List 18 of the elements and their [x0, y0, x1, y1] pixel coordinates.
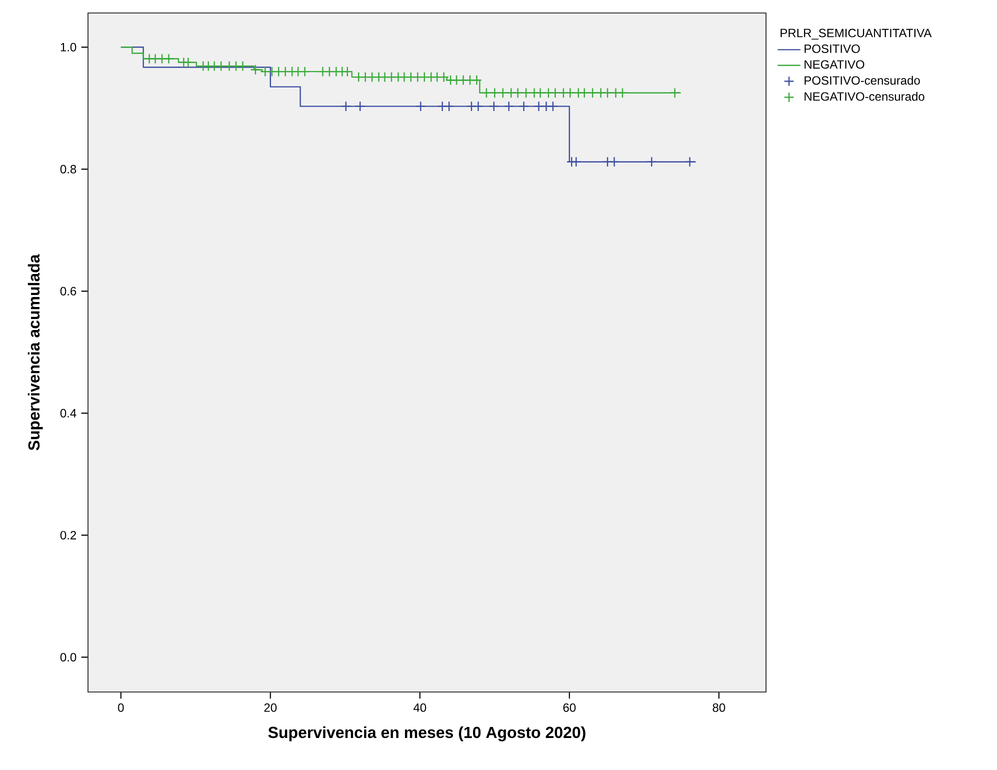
x-tick-label: 20 — [264, 703, 277, 712]
y-tick-label: 0.4 — [60, 408, 76, 418]
x-tick-label: 60 — [563, 703, 576, 712]
y-tick-label: 1.0 — [60, 42, 76, 52]
x-tick-label: 40 — [414, 703, 426, 712]
y-tick-label: 0.0 — [60, 652, 76, 662]
x-axis-title: Supervivencia en meses (10 Agosto 2020) — [268, 726, 586, 742]
legend-title: PRLR_SEMICUANTITATIVA — [780, 28, 932, 40]
legend-label: NEGATIVO — [804, 60, 864, 69]
y-tick-label: 0.8 — [60, 164, 76, 174]
legend-label: POSITIVO-censurado — [804, 76, 920, 85]
y-tick-label: 0.6 — [60, 286, 76, 296]
legend-label: NEGATIVO-censurado — [804, 92, 924, 101]
legend-label: POSITIVO — [804, 44, 860, 53]
x-tick-label: 0 — [118, 703, 124, 712]
y-tick-label: 0.2 — [60, 530, 76, 540]
y-axis-title: Supervivencia acumulada — [28, 254, 43, 450]
x-tick-label: 80 — [712, 703, 726, 712]
